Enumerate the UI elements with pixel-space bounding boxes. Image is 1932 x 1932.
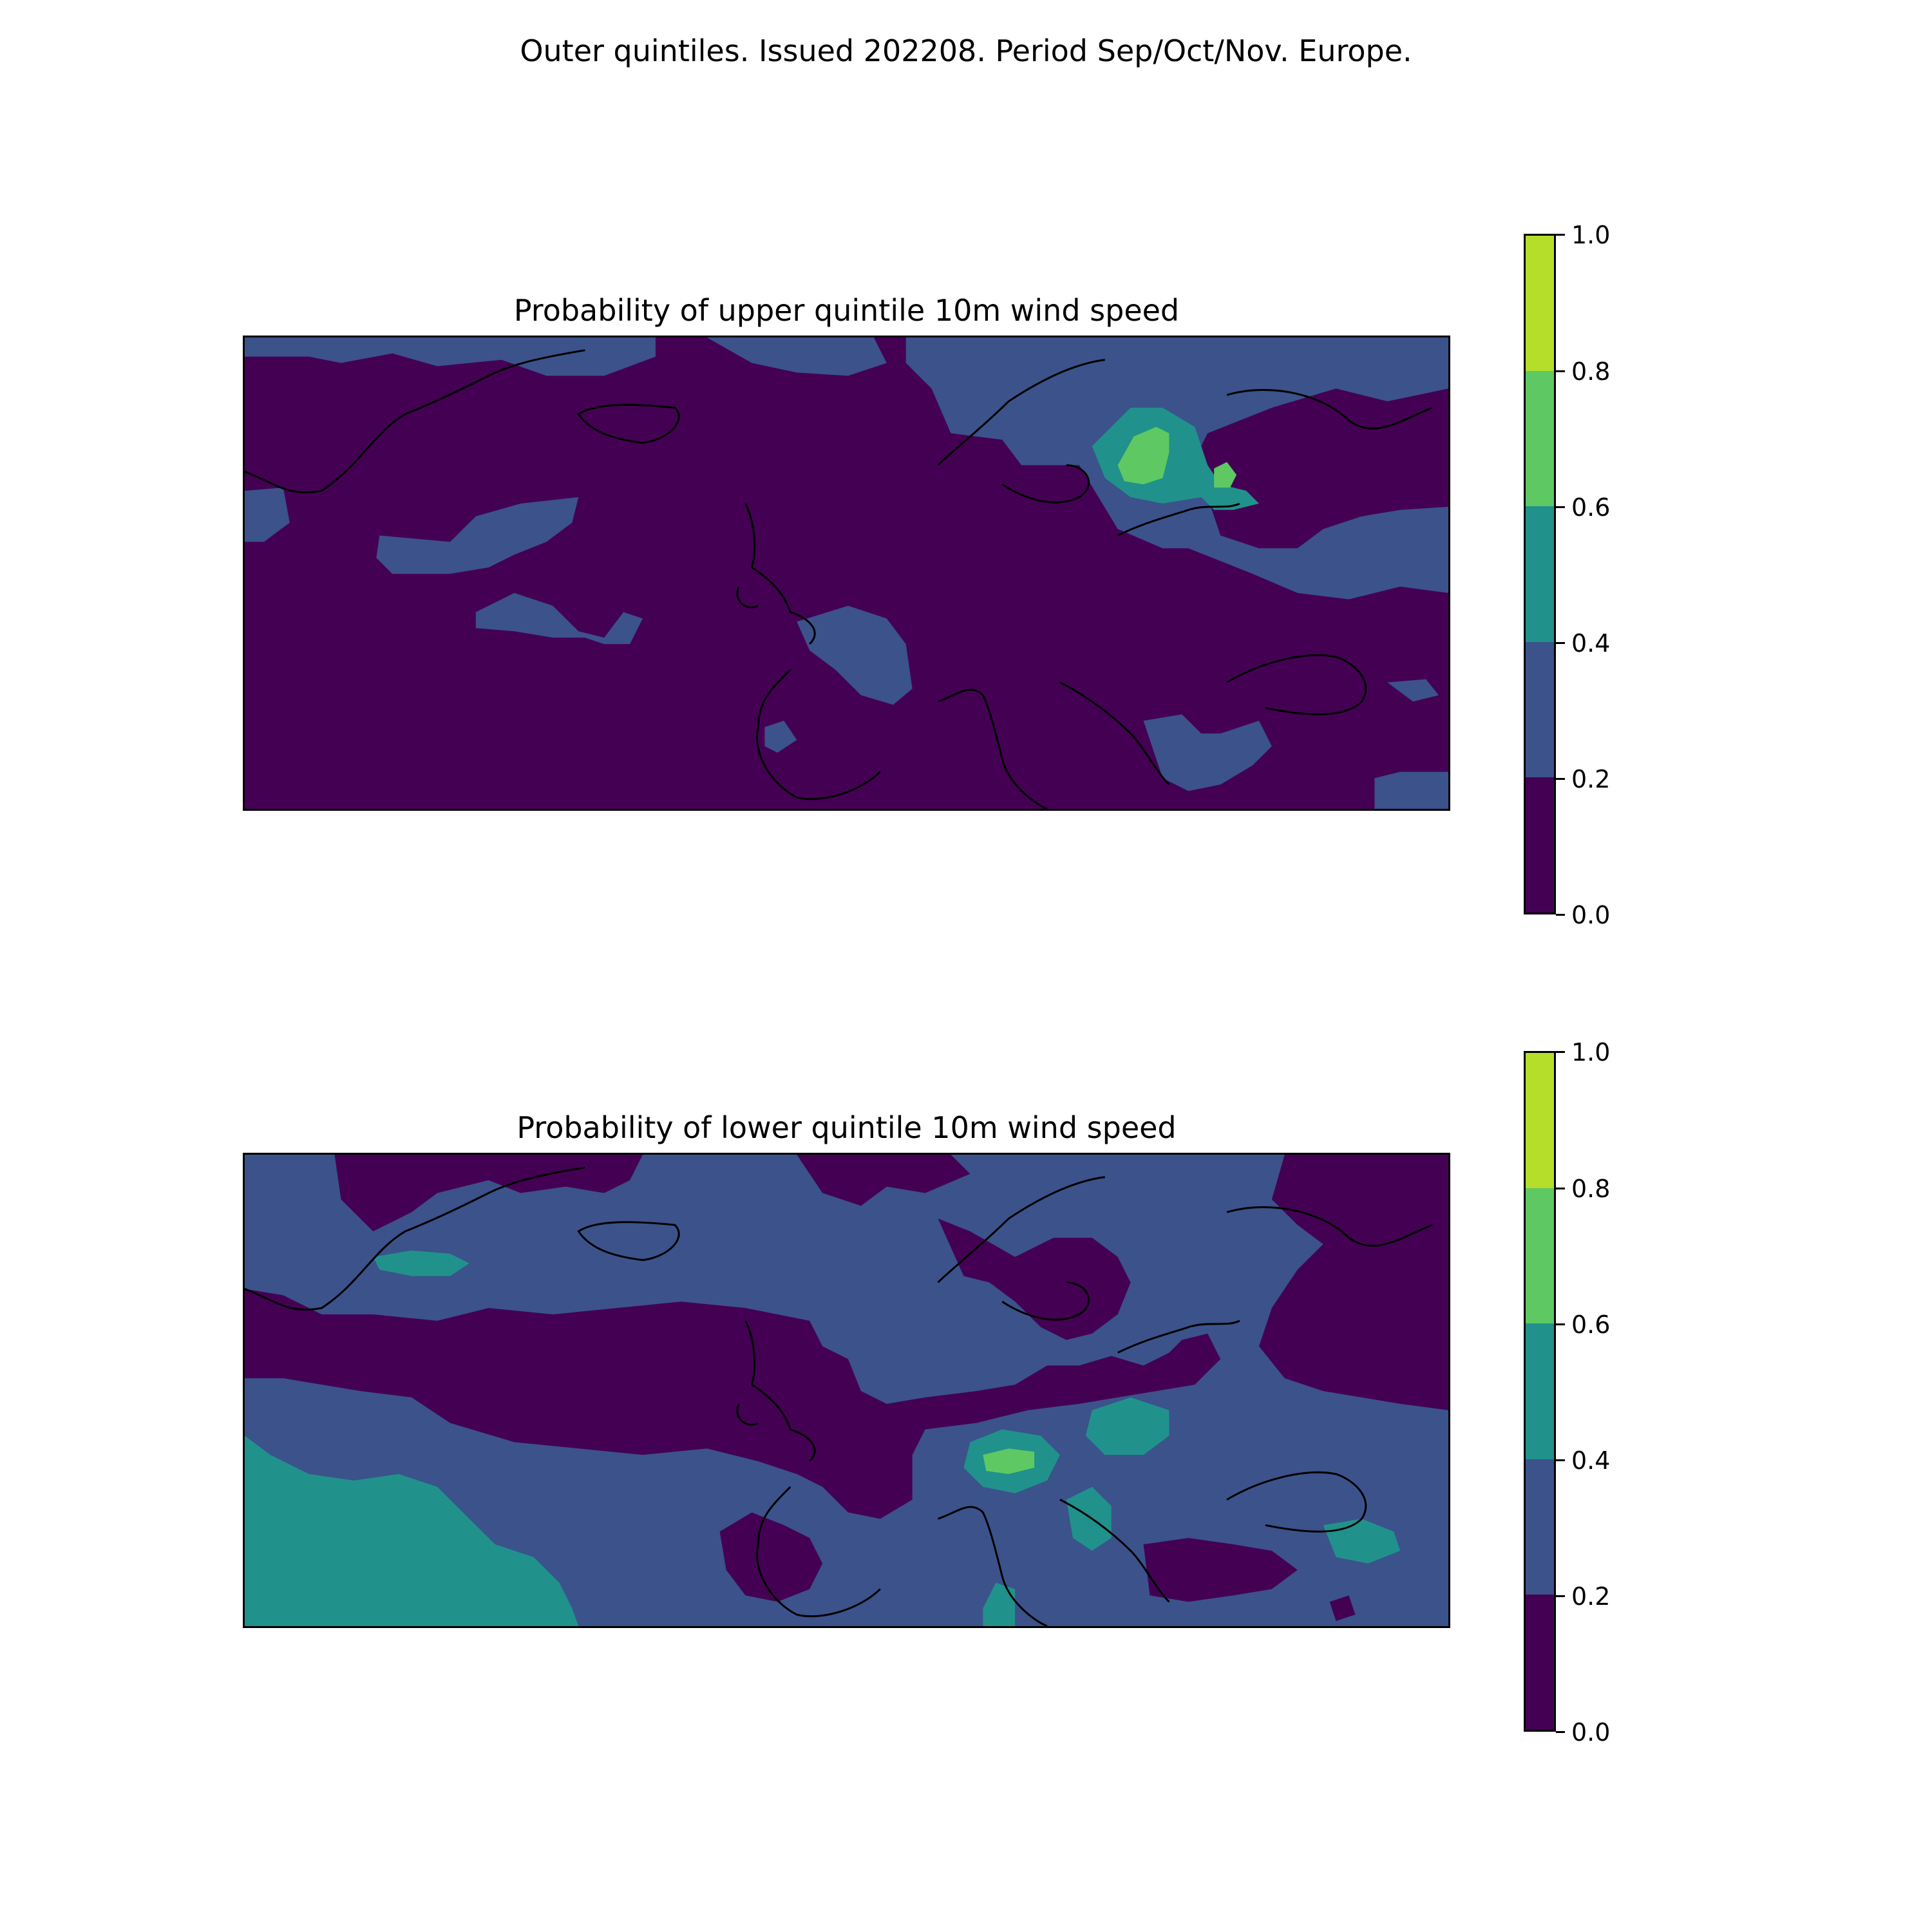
colorbar-tick-label: 0.4 [1571, 1446, 1611, 1475]
coastlines [245, 349, 1433, 809]
colorbar-tick [1556, 914, 1565, 916]
contour-greenland-north [334, 1155, 643, 1232]
colorbar-tick-label: 1.0 [1571, 221, 1611, 249]
colorbar-tick [1556, 1731, 1565, 1733]
colorbar-tick [1556, 1595, 1565, 1597]
colorbar-bin-0 [1526, 1594, 1554, 1730]
colorbar-tick-label: 0.8 [1571, 357, 1611, 386]
colorbar-tick-label: 0.2 [1571, 765, 1611, 793]
contour-southwest-atlantic [245, 1435, 579, 1626]
colorbar-tick [1556, 778, 1565, 780]
map-lower-svg [245, 1155, 1448, 1626]
colorbar-tick [1556, 1459, 1565, 1461]
colorbar-bin-2 [1526, 506, 1554, 642]
contour-russia-northeast [1258, 1155, 1448, 1410]
colorbar-tick-label: 0.4 [1571, 629, 1611, 658]
colorbar-tick [1556, 1323, 1565, 1325]
contour-norway-sweden [938, 1218, 1131, 1340]
contour-aegean [1143, 1538, 1298, 1602]
colorbar-upper [1524, 234, 1556, 914]
colorbar-bin-3 [1526, 1188, 1554, 1324]
colorbar-tick-label: 0.0 [1571, 1718, 1611, 1747]
colorbar-bin-4 [1526, 236, 1554, 372]
contour-sweden-peak [1117, 426, 1170, 485]
colorbar-tick-label: 0.8 [1571, 1175, 1611, 1203]
contour-caspian-edge [1387, 679, 1439, 702]
contour-north-atlantic [245, 337, 656, 376]
contour-iberia-west [719, 1512, 823, 1602]
contour-greenland-coast [245, 488, 290, 542]
colorbar-tick-label: 0.0 [1571, 901, 1611, 929]
contour-greenland-spot [373, 1250, 469, 1276]
colorbar-bin-4 [1526, 1053, 1554, 1189]
map-lower-quintile [243, 1153, 1450, 1628]
contour-adriatic [1066, 1486, 1112, 1551]
colorbar-tick [1556, 234, 1565, 236]
contour-arctic-strip [706, 337, 887, 376]
contour-iberia-spot [764, 721, 797, 753]
contour-alps-peak [983, 1448, 1035, 1474]
contour-east-med [1374, 772, 1448, 809]
contour-scandinavia-north [797, 1155, 971, 1206]
panel-title-lower: Probability of lower quintile 10m wind s… [516, 1110, 1177, 1145]
contour-mid-atlantic-band [376, 497, 579, 574]
colorbar-tick-label: 0.6 [1571, 1311, 1611, 1339]
panel-title-upper: Probability of upper quintile 10m wind s… [513, 293, 1180, 328]
colorbar-tick [1556, 642, 1565, 644]
colorbar-tick-label: 0.6 [1571, 493, 1611, 522]
contour-poland [1085, 1397, 1170, 1455]
colorbar-tick [1556, 370, 1565, 372]
contour-finland-peak [1214, 462, 1237, 488]
colorbar-tick-label: 0.2 [1571, 1582, 1611, 1611]
contour-central-atlantic-band [245, 1289, 1221, 1519]
contour-bay-of-biscay [797, 605, 913, 705]
colorbar-tick [1556, 1188, 1565, 1189]
colorbar-bin-2 [1526, 1323, 1554, 1459]
colorbar-tick-label: 1.0 [1571, 1038, 1611, 1066]
contour-east-black-sea [1323, 1519, 1401, 1564]
colorbar-bin-1 [1526, 1459, 1554, 1595]
colorbar-lower [1524, 1051, 1556, 1732]
colorbar-bin-3 [1526, 371, 1554, 507]
coastlines [245, 1166, 1433, 1626]
contour-north-africa [983, 1582, 1016, 1626]
colorbar-tick [1556, 1051, 1565, 1053]
contour-mid-atlantic-blob [475, 592, 643, 645]
colorbar-tick [1556, 506, 1565, 508]
map-upper-quintile [243, 336, 1450, 811]
colorbar-bin-0 [1526, 777, 1554, 913]
colorbar-bin-1 [1526, 641, 1554, 777]
map-upper-svg [245, 337, 1448, 809]
contour-balkans [1143, 714, 1272, 791]
figure-suptitle: Outer quintiles. Issued 202208. Period S… [520, 33, 1412, 68]
contour-east-spot [1329, 1595, 1356, 1622]
